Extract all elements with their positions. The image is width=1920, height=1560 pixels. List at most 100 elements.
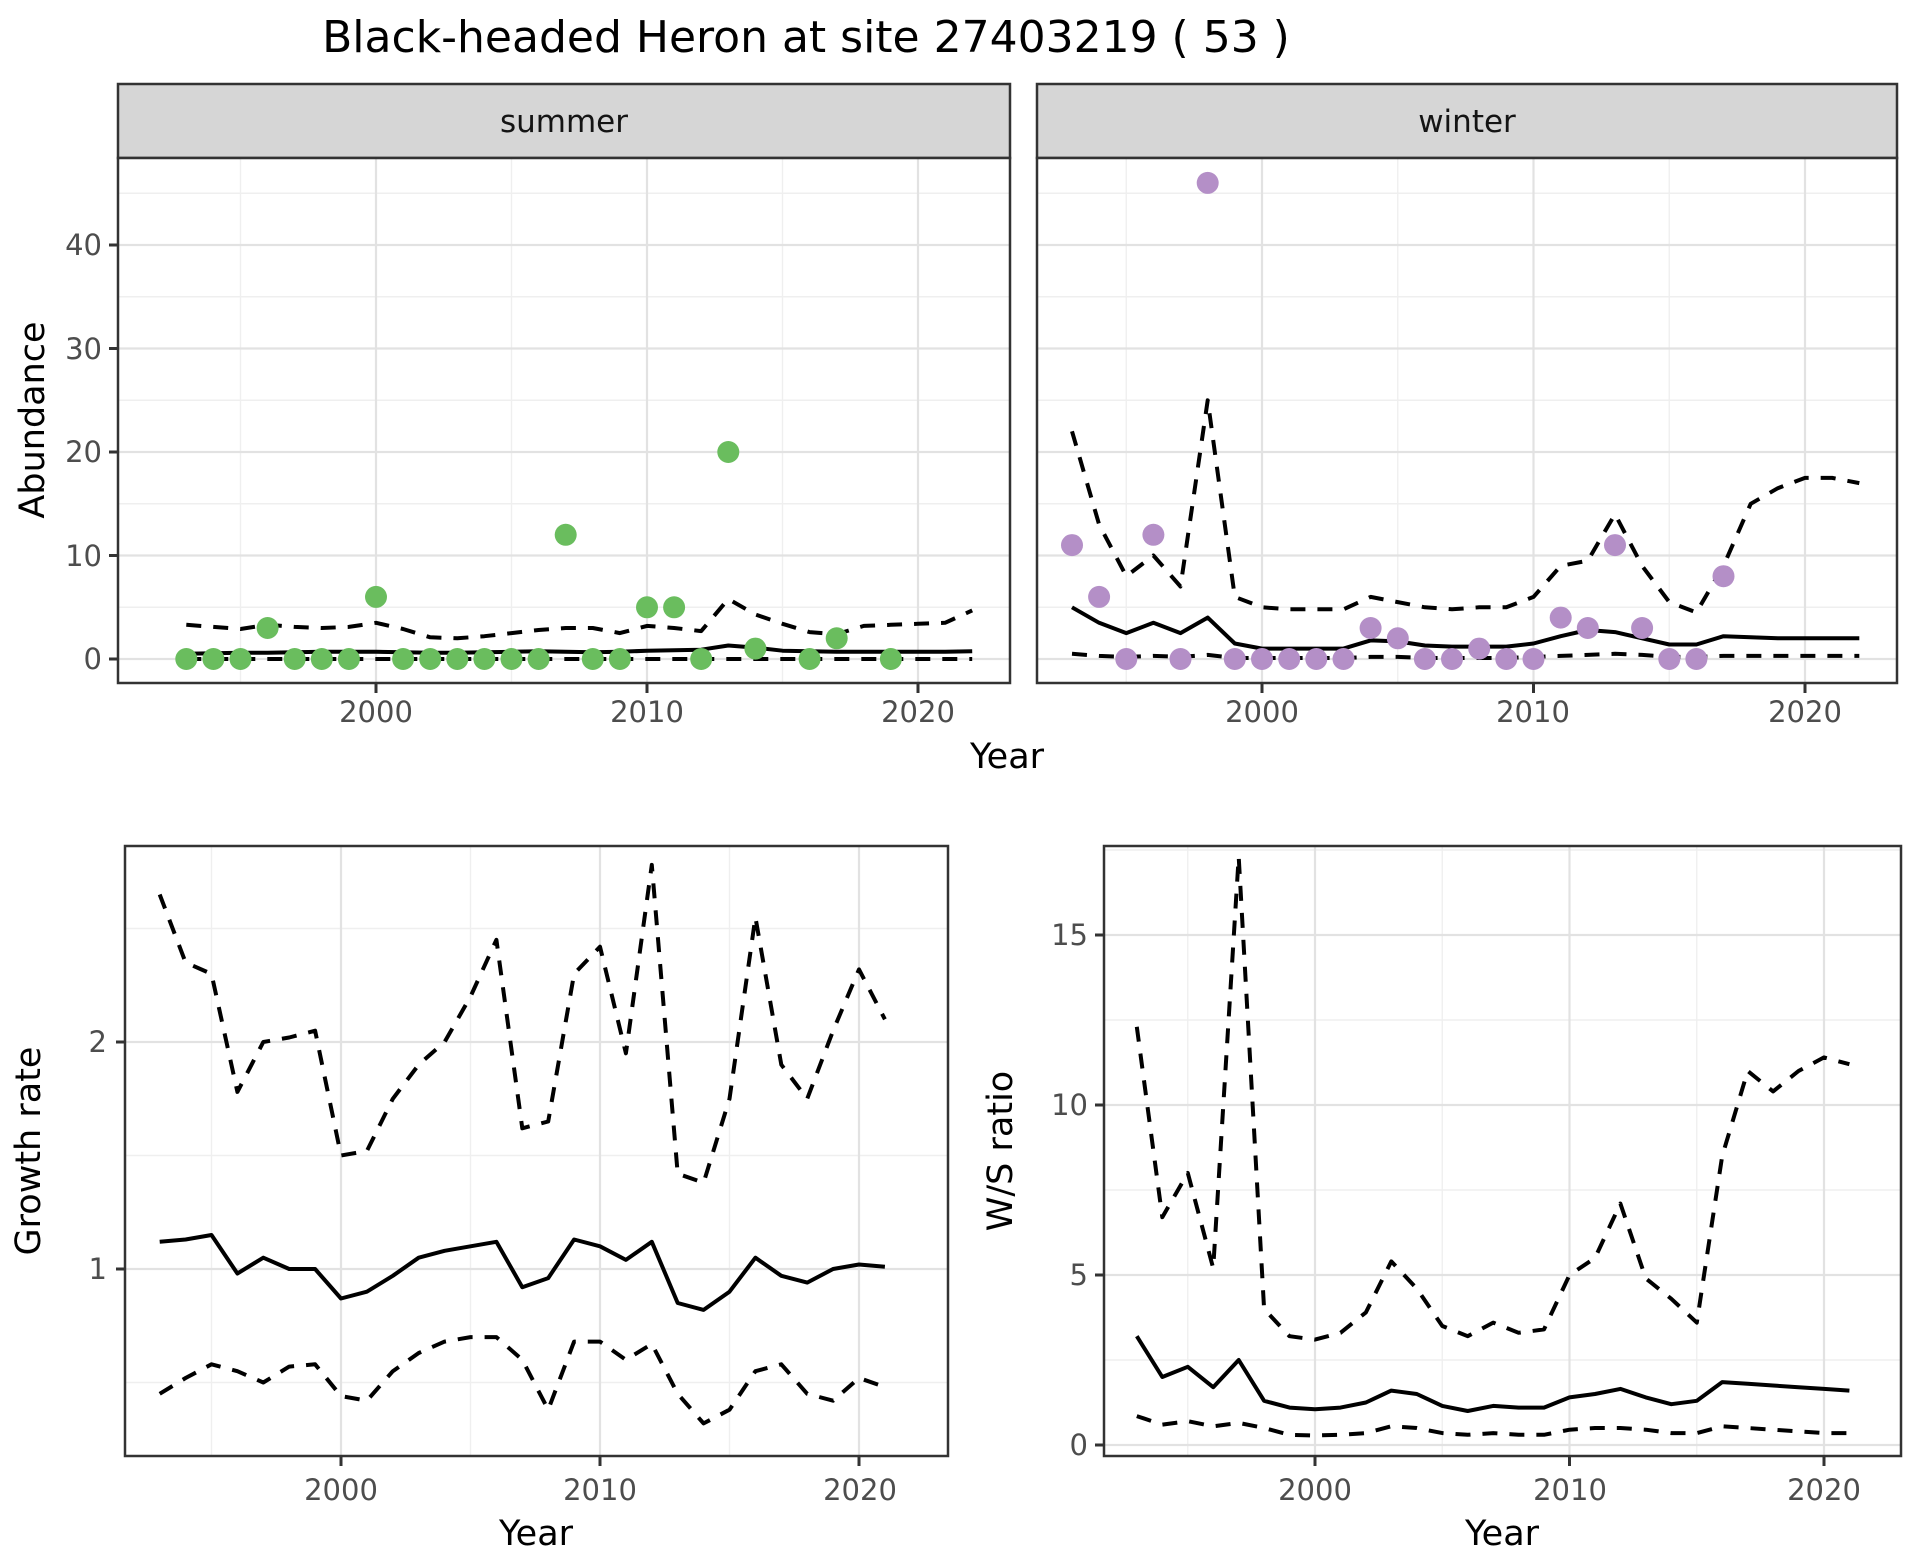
ws-ratio-panel (1095, 844, 1903, 1466)
winter-abundance-data-point (1088, 585, 1111, 608)
winter-abundance-data-point (1386, 627, 1409, 650)
summer-abundance-data-point (310, 648, 333, 670)
ws-ytick-5: 5 (1070, 1258, 1088, 1292)
summer-abundance-data-point (337, 648, 360, 670)
summer-abundance-data-point (663, 596, 686, 619)
growth-rate-axis-title: Growth rate (9, 1047, 49, 1256)
facet-strip-summer (116, 82, 1012, 160)
summer-abundance-data-point (879, 648, 902, 670)
winter-abundance-data-point (1576, 617, 1599, 639)
summer-xtick-2020: 2020 (881, 695, 955, 729)
growth-rate-fit-line (159, 1233, 886, 1312)
winter-xtick-2020: 2020 (1768, 695, 1842, 729)
abundance-ytick-20: 20 (65, 435, 102, 469)
growth-xtick-2000: 2000 (304, 1473, 378, 1507)
summer-abundance-data-point (175, 648, 198, 670)
growth-rate-lower-ci-line (158, 1335, 886, 1426)
winter-abundance-data-point (1712, 565, 1735, 588)
winter-abundance-data-point (1495, 648, 1518, 670)
winter-abundance-data-point (1468, 637, 1491, 660)
abundance-ytick-40: 40 (65, 228, 102, 262)
ws-ratio-panel-bg (1104, 846, 1901, 1456)
plot-title: Black-headed Heron at site 27403219 ( 53… (322, 12, 1290, 63)
ws-ratio-fit-line (1135, 1335, 1850, 1413)
summer-abundance-data-point (500, 648, 523, 670)
summer-abundance-data-point (554, 523, 577, 546)
ws-ytick-10: 10 (1051, 1088, 1088, 1122)
summer-abundance-data-point (608, 648, 631, 670)
winter-abundance-data-point (1604, 534, 1626, 557)
summer-abundance-data-point (365, 585, 387, 608)
summer-abundance-data-point (636, 596, 658, 619)
winter-abundance-data-point (1115, 648, 1138, 670)
ws-ytick-15: 15 (1051, 918, 1088, 952)
ws-xtick-2010: 2010 (1533, 1473, 1607, 1507)
abundance-ytick-10: 10 (65, 539, 102, 573)
winter-abundance-panel (1035, 156, 1899, 693)
ws-xtick-2020: 2020 (1787, 1473, 1861, 1507)
winter-xtick-2000: 2000 (1225, 695, 1299, 729)
growth-xtick-2010: 2010 (563, 1473, 637, 1507)
winter-abundance-data-point (1658, 648, 1681, 670)
summer-xtick-2000: 2000 (339, 695, 413, 729)
summer-abundance-data-point (798, 648, 821, 670)
summer-abundance-data-point (392, 648, 415, 670)
ws-ratio-axis-title: W/S ratio (981, 1071, 1021, 1231)
ws-ratio-upper-ci-line (1134, 854, 1850, 1342)
summer-abundance-data-point (717, 441, 740, 463)
winter-abundance-fit-line (1071, 605, 1860, 651)
growth-ytick-1: 1 (89, 1252, 107, 1286)
summer-abundance-data-point (202, 648, 225, 670)
winter-abundance-data-point (1223, 648, 1246, 670)
summer-abundance-data-point (283, 648, 306, 670)
abundance-ytick-30: 30 (65, 332, 102, 366)
growth-year-axis-title: Year (498, 1514, 574, 1554)
winter-abundance-data-point (1441, 648, 1463, 670)
summer-abundance-data-point (527, 648, 550, 670)
winter-abundance-data-point (1631, 617, 1654, 639)
growth-xtick-2020: 2020 (823, 1473, 897, 1507)
top-year-axis-title: Year (969, 737, 1045, 777)
ws-xtick-2000: 2000 (1278, 1473, 1352, 1507)
facet-label-winter: winter (1418, 104, 1516, 140)
growth-ytick-2: 2 (89, 1025, 107, 1059)
ws-ratio-panel-border (1102, 844, 1903, 1458)
winter-abundance-data-point (1549, 606, 1572, 629)
winter-abundance-data-point (1359, 617, 1382, 639)
abundance-ytick-0: 0 (84, 642, 102, 676)
growth-rate-panel-bg (125, 846, 948, 1456)
growth-rate-upper-ci-line (157, 862, 887, 1185)
summer-abundance-data-point (256, 617, 279, 639)
summer-xtick-2010: 2010 (610, 695, 684, 729)
ws-year-axis-title: Year (1464, 1514, 1540, 1554)
winter-abundance-data-point (1142, 523, 1165, 546)
winter-abundance-panel-bg (1037, 158, 1897, 683)
winter-xtick-2010: 2010 (1496, 695, 1570, 729)
winter-abundance-data-point (1278, 648, 1301, 670)
winter-abundance-data-point (1413, 648, 1436, 670)
abundance-axis-title: Abundance (13, 321, 53, 518)
winter-abundance-data-point (1522, 648, 1545, 670)
winter-abundance-panel-border (1035, 156, 1899, 685)
summer-abundance-data-point (229, 648, 252, 670)
summer-abundance-data-point (473, 648, 496, 670)
winter-abundance-upper-ci-line (1070, 398, 1860, 615)
summer-abundance-data-point (825, 627, 848, 650)
summer-abundance-panel-border (116, 156, 1012, 685)
summer-abundance-data-point (690, 648, 713, 670)
winter-abundance-data-point (1332, 648, 1355, 670)
summer-abundance-data-point (419, 648, 442, 670)
winter-abundance-lower-ci-line (1071, 651, 1860, 660)
winter-abundance-data-point (1061, 534, 1083, 557)
ws-ratio-lower-ci-line (1136, 1414, 1850, 1438)
chart-layers (109, 156, 1903, 1466)
summer-abundance-data-point (446, 648, 469, 670)
facet-strip-winter (1035, 82, 1899, 160)
winter-abundance-data-point (1685, 648, 1708, 670)
summer-abundance-data-point (744, 637, 767, 660)
facet-label-summer: summer (500, 104, 628, 140)
summer-abundance-panel (109, 156, 1012, 693)
winter-abundance-data-point (1196, 171, 1219, 194)
